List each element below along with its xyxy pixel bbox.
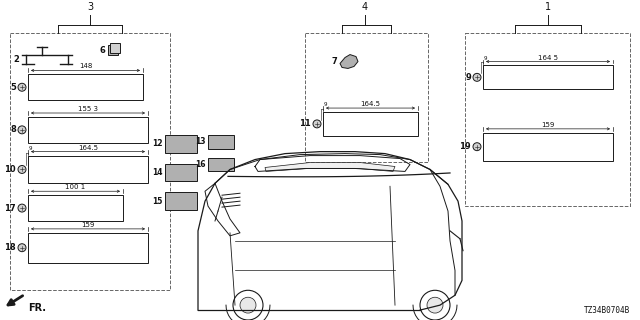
Bar (28, 74, 143, 100)
Bar (165, 135, 197, 153)
Bar (108, 45, 118, 55)
Text: 159: 159 (81, 222, 95, 228)
Text: 18: 18 (4, 243, 16, 252)
Bar (483, 66, 613, 89)
Text: 17: 17 (4, 204, 16, 212)
Bar (28, 156, 148, 183)
Polygon shape (340, 55, 358, 68)
Text: 9: 9 (465, 73, 471, 82)
Bar (208, 157, 234, 172)
Text: 12: 12 (152, 139, 163, 148)
Bar (165, 164, 197, 181)
Text: 19: 19 (460, 142, 471, 151)
Bar (28, 195, 123, 221)
Circle shape (427, 297, 443, 313)
Text: 11: 11 (300, 119, 311, 128)
Text: 7: 7 (332, 57, 337, 66)
Text: 8: 8 (10, 125, 16, 134)
Text: 1: 1 (545, 2, 551, 12)
Text: 159: 159 (541, 122, 555, 128)
Text: 100 1: 100 1 (65, 184, 86, 190)
Circle shape (18, 244, 26, 252)
Circle shape (473, 73, 481, 81)
Text: 164.5: 164.5 (360, 101, 381, 107)
Bar (305, 33, 428, 162)
Bar (10, 33, 170, 290)
Circle shape (473, 143, 481, 151)
Bar (465, 33, 630, 206)
Circle shape (18, 204, 26, 212)
Circle shape (18, 165, 26, 173)
Text: 3: 3 (87, 2, 93, 12)
Text: TZ34B0704B: TZ34B0704B (584, 306, 630, 315)
Text: 148: 148 (79, 63, 92, 69)
Text: 9: 9 (324, 102, 328, 107)
Circle shape (233, 290, 263, 320)
Circle shape (240, 297, 256, 313)
Bar (483, 133, 613, 161)
Text: 9: 9 (29, 146, 33, 151)
Bar (28, 233, 148, 262)
Text: 16: 16 (195, 160, 206, 169)
Circle shape (313, 120, 321, 128)
Bar (165, 192, 197, 210)
Circle shape (18, 126, 26, 134)
Polygon shape (265, 163, 395, 172)
Text: 155 3: 155 3 (78, 106, 98, 112)
Text: 4: 4 (362, 2, 368, 12)
Text: 164 5: 164 5 (538, 54, 558, 60)
Text: 164.5: 164.5 (78, 145, 98, 151)
Circle shape (18, 83, 26, 91)
Bar (323, 112, 418, 136)
Bar (208, 135, 234, 149)
Text: 6: 6 (99, 46, 105, 55)
Text: 15: 15 (152, 197, 163, 206)
Text: 14: 14 (152, 168, 163, 177)
Text: 9: 9 (484, 55, 488, 60)
Text: 13: 13 (195, 137, 206, 146)
Text: FR.: FR. (28, 303, 46, 313)
Bar (110, 43, 120, 52)
Text: 2: 2 (13, 55, 19, 64)
Text: 10: 10 (4, 165, 16, 174)
Text: 5: 5 (10, 83, 16, 92)
Circle shape (420, 290, 450, 320)
Bar (28, 117, 148, 143)
